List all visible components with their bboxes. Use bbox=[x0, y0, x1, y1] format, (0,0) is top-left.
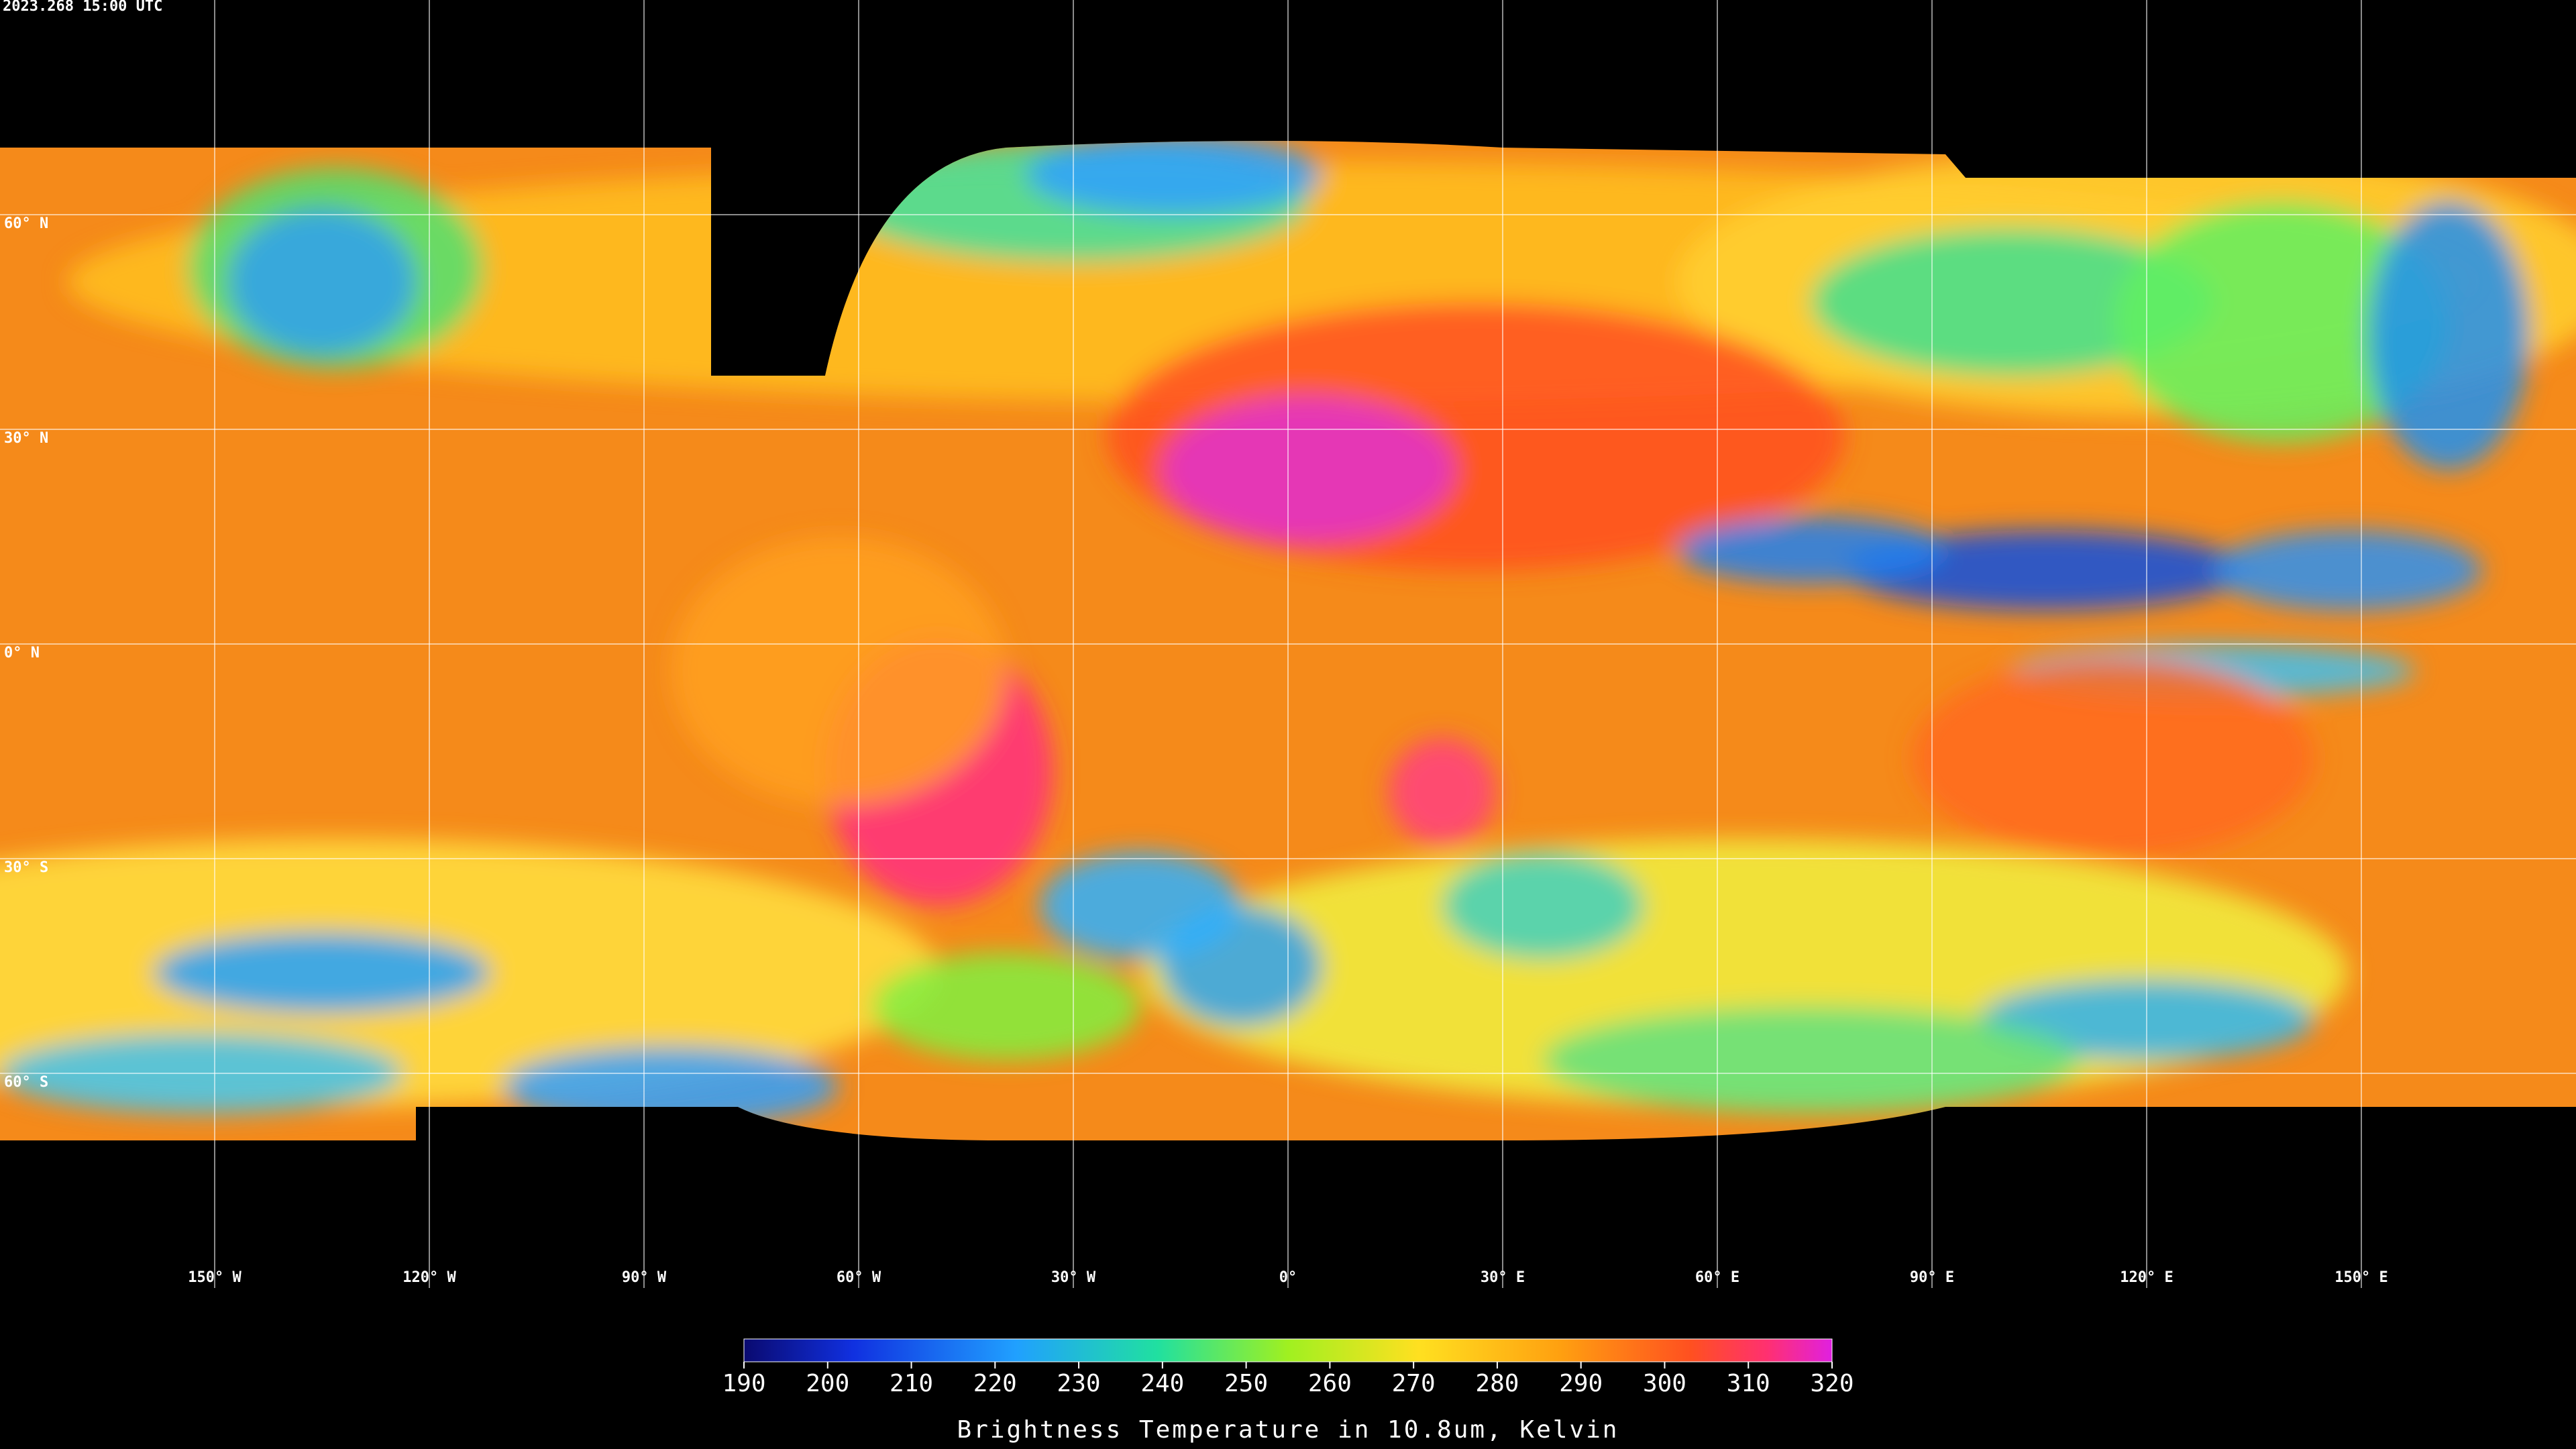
longitude-label: 60° E bbox=[1695, 1269, 1739, 1286]
colorbar-tick-label: 250 bbox=[1224, 1370, 1268, 1397]
cloud-band bbox=[872, 953, 1140, 1060]
cloud-band bbox=[154, 932, 490, 1013]
longitude-label: 30° E bbox=[1481, 1269, 1525, 1286]
cloud-band bbox=[228, 208, 416, 356]
longitude-label: 150° E bbox=[2334, 1269, 2387, 1286]
cloud-band bbox=[1161, 396, 1456, 543]
cloud-band bbox=[2113, 201, 2449, 443]
colorbar-tick-label: 290 bbox=[1559, 1370, 1603, 1397]
colorbar-tick-label: 200 bbox=[806, 1370, 849, 1397]
longitude-label: 90° W bbox=[622, 1269, 667, 1286]
cloud-band bbox=[2214, 530, 2482, 610]
cloud-band bbox=[1677, 517, 1945, 584]
longitude-label: 150° W bbox=[188, 1269, 241, 1286]
colorbar-tick-label: 230 bbox=[1057, 1370, 1101, 1397]
colorbar-tick-label: 220 bbox=[973, 1370, 1017, 1397]
colorbar-tick-label: 210 bbox=[890, 1370, 933, 1397]
cloud-band bbox=[1389, 738, 1496, 845]
cloud-band bbox=[1912, 657, 2314, 859]
graticule: 60° N 30° N 0° N 30° S 60° S 150° W 120° W 90° … bbox=[0, 0, 2576, 1288]
timestamp: 2023.268 15:00 UTC bbox=[3, 0, 162, 15]
cloud-layer bbox=[0, 141, 2576, 1127]
latitude-label: 60° N bbox=[4, 215, 48, 232]
colorbar-tick-label: 240 bbox=[1140, 1370, 1184, 1397]
colorbar-label: Brightness Temperature in 10.8um, Kelvin bbox=[957, 1416, 1619, 1444]
colorbar-tick-label: 190 bbox=[722, 1370, 765, 1397]
colorbar-ticks: 190 200 210 220 230 240 250 260 270 280 290 300 310 3… bbox=[722, 1362, 1854, 1397]
longitude-label: 90° E bbox=[1910, 1269, 1954, 1286]
cloud-band bbox=[2368, 201, 2529, 470]
colorbar-tick-label: 300 bbox=[1643, 1370, 1686, 1397]
colorbar-tick-label: 320 bbox=[1810, 1370, 1854, 1397]
colorbar-tick-label: 280 bbox=[1475, 1370, 1519, 1397]
latitude-label: 60° S bbox=[4, 1074, 48, 1091]
longitude-label: 120° E bbox=[2120, 1269, 2173, 1286]
colorbar bbox=[743, 1338, 1833, 1362]
cloud-band bbox=[1442, 852, 1644, 959]
cloud-band bbox=[1543, 1006, 2080, 1114]
longitude-label: 60° W bbox=[837, 1269, 881, 1286]
colorbar-tick-label: 270 bbox=[1392, 1370, 1436, 1397]
cloud-band bbox=[1040, 852, 1241, 959]
colorbar-tick-label: 260 bbox=[1308, 1370, 1352, 1397]
longitude-label: 0° bbox=[1279, 1269, 1297, 1286]
latitude-label: 30° N bbox=[4, 430, 48, 447]
latitude-label: 0° N bbox=[4, 645, 40, 661]
cloud-band bbox=[1811, 228, 2214, 376]
longitude-label: 30° W bbox=[1051, 1269, 1096, 1286]
longitude-label: 120° W bbox=[402, 1269, 456, 1286]
latitude-label: 30° S bbox=[4, 859, 48, 876]
cloud-band bbox=[671, 537, 1006, 805]
cloud-band bbox=[503, 1046, 839, 1127]
cloud-band bbox=[1026, 141, 1322, 215]
colorbar-tick-label: 310 bbox=[1727, 1370, 1770, 1397]
